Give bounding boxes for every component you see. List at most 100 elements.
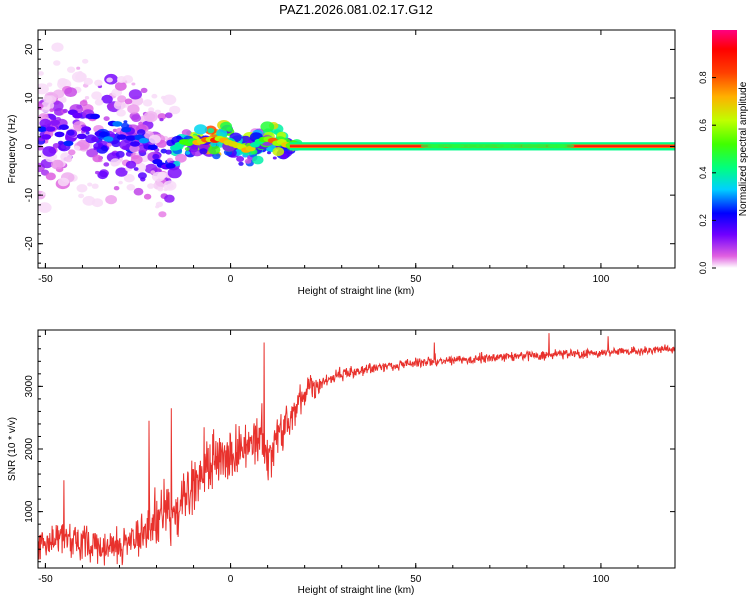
spectrogram-cell bbox=[115, 167, 128, 177]
snr-panel: -50 0 50 100 1000 2000 3000 Height of straight… bbox=[7, 329, 676, 596]
snr-ticks: -50 0 50 100 1000 2000 3000 bbox=[24, 330, 676, 585]
spectrogram-cell bbox=[133, 187, 144, 196]
spectrogram-cell bbox=[41, 106, 50, 113]
spectrogram-cell bbox=[42, 146, 57, 157]
colorbar-ticks: 0.0 0.2 0.4 0.6 0.8 bbox=[698, 71, 716, 274]
spectrogram-cell bbox=[238, 161, 244, 166]
spectrogram-cell bbox=[162, 94, 177, 106]
spectrogram-cell bbox=[113, 186, 120, 191]
spectrogram-cell bbox=[90, 113, 100, 120]
spectrogram-xlabel: Height of straight line (km) bbox=[298, 286, 415, 297]
spectrogram-cell bbox=[76, 184, 88, 193]
spectrogram-cell bbox=[159, 118, 164, 122]
spectrogram-cell bbox=[63, 140, 74, 147]
spectrogram-cell bbox=[556, 144, 575, 149]
snr-ylabel: SNR (10 * v/v) bbox=[7, 417, 18, 481]
spectrogram-panel: -50 0 50 100 -20 -10 0 10 20 Height of straight … bbox=[7, 29, 676, 297]
spectrogram-cell bbox=[53, 89, 65, 99]
spectrogram-cell bbox=[38, 126, 47, 132]
spectrogram-cell bbox=[46, 82, 53, 87]
spectrogram-cell bbox=[91, 91, 102, 100]
spectrogram-cell bbox=[152, 153, 160, 160]
spectrogram-cell bbox=[137, 172, 147, 180]
x-tick-label: -50 bbox=[38, 574, 53, 585]
spectrogram-cell bbox=[38, 83, 49, 95]
spectrogram-cell bbox=[148, 107, 155, 113]
x-tick-label: 0 bbox=[228, 574, 234, 585]
colorbar-tick-label: 0.8 bbox=[698, 71, 708, 84]
spectrogram-cell bbox=[67, 66, 76, 73]
snr-line bbox=[38, 333, 675, 566]
x-tick-label: -50 bbox=[38, 274, 53, 285]
spectrogram-cell bbox=[116, 134, 127, 140]
spectrogram-cell bbox=[143, 193, 152, 200]
spectrogram-cell bbox=[150, 170, 156, 174]
spectrogram-cell bbox=[157, 171, 167, 180]
colorbar: 0.0 0.2 0.4 0.6 0.8 Normalized spectral ampl… bbox=[698, 30, 749, 274]
spectrogram-cell bbox=[143, 111, 158, 123]
spectrogram-cell bbox=[87, 182, 93, 187]
spectrogram-cell bbox=[51, 42, 64, 52]
spectrogram-cell bbox=[185, 151, 191, 155]
spectrogram-cell bbox=[236, 156, 245, 162]
spectrogram-cell bbox=[133, 167, 139, 171]
spectrogram-cell bbox=[86, 148, 98, 158]
spectrogram-cell bbox=[38, 145, 44, 151]
spectrogram-frame bbox=[37, 29, 676, 269]
spectrogram-cell bbox=[60, 83, 66, 88]
spectrogram-cell bbox=[106, 77, 113, 83]
spectrogram-cell bbox=[165, 112, 173, 119]
spectrogram-cell bbox=[51, 159, 64, 170]
spectrogram-cell bbox=[94, 99, 104, 106]
y-tick-label: 10 bbox=[24, 92, 35, 104]
spectrogram-cell bbox=[130, 141, 140, 147]
spectrogram-cell bbox=[267, 151, 271, 155]
spectrogram-cell bbox=[106, 142, 112, 147]
spectrogram-cell bbox=[76, 133, 87, 140]
spectrogram-cell bbox=[208, 145, 221, 155]
spectrogram-cell bbox=[165, 149, 172, 155]
spectrogram-cell bbox=[138, 121, 144, 126]
spectrogram-cell bbox=[82, 195, 96, 206]
spectrogram-cell bbox=[220, 121, 233, 131]
spectrogram-cell bbox=[165, 163, 176, 169]
spectrogram-cell bbox=[125, 135, 136, 141]
spectrogram-cell bbox=[272, 147, 285, 157]
colorbar-tick-label: 0.6 bbox=[698, 119, 708, 132]
spectrogram-cell bbox=[73, 124, 83, 132]
spectrogram-cell bbox=[151, 93, 158, 99]
spectrogram-cell bbox=[216, 128, 228, 138]
spectrogram-cell bbox=[123, 120, 128, 124]
spectrogram-cell bbox=[58, 144, 67, 151]
spectrogram-cell bbox=[147, 183, 155, 189]
spectrogram-cell bbox=[128, 89, 142, 100]
spectrogram-cell bbox=[54, 131, 65, 138]
spectrogram-cell bbox=[82, 58, 89, 64]
spectrogram-cell bbox=[131, 82, 136, 86]
spectrogram-data bbox=[38, 42, 675, 218]
snr-xlabel: Height of straight line (km) bbox=[298, 585, 415, 596]
spectrogram-cell bbox=[115, 150, 125, 158]
spectrogram-cell bbox=[169, 105, 181, 115]
spectrogram-cell bbox=[94, 79, 103, 87]
chart-title: PAZ1.2026.081.02.17.G12 bbox=[279, 2, 433, 17]
spectrogram-cell bbox=[81, 126, 92, 132]
spectrogram-cell bbox=[111, 140, 121, 148]
spectrogram-cell bbox=[64, 87, 77, 97]
spectrogram-cell bbox=[167, 167, 182, 179]
spectrogram-cell bbox=[62, 108, 68, 113]
spectrogram-cell bbox=[138, 137, 149, 144]
x-tick-label: 100 bbox=[593, 274, 610, 285]
spectrogram-cell bbox=[124, 98, 133, 105]
spectrogram-cell bbox=[43, 95, 53, 103]
spectrogram-cell bbox=[91, 183, 99, 189]
spectrogram-cell bbox=[260, 121, 275, 132]
x-tick-label: 100 bbox=[593, 574, 610, 585]
spectrogram-cell bbox=[136, 129, 146, 136]
spectrogram-cell bbox=[126, 184, 136, 191]
spectrogram-cell bbox=[41, 134, 52, 140]
spectrogram-ylabel: Frequency (Hz) bbox=[7, 115, 18, 184]
spectrogram-cell bbox=[244, 158, 252, 164]
spectrogram-cell bbox=[38, 71, 44, 76]
